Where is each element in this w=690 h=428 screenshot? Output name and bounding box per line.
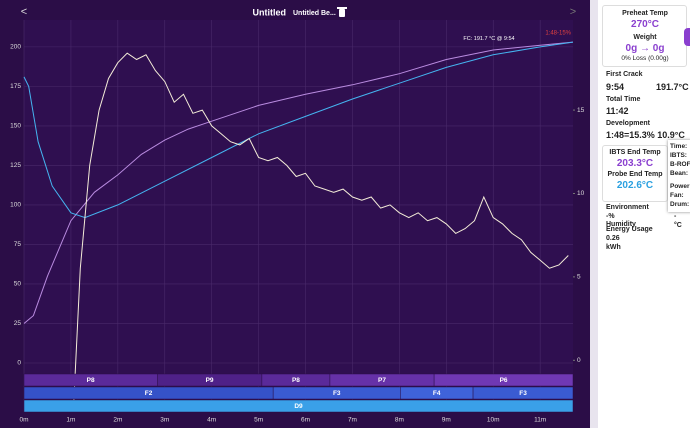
label: Development: [606, 120, 650, 127]
trash-body: [339, 9, 345, 17]
toggle[interactable]: [684, 28, 690, 46]
bean-title[interactable]: Untitled Be...: [293, 10, 336, 17]
plot-area: [24, 20, 573, 412]
y-tick-label: 200: [10, 44, 21, 51]
value: 0% Loss (0.00g): [621, 55, 669, 62]
y2-tick-label: 0: [577, 357, 581, 364]
popup-row: Power: [670, 183, 690, 190]
value: °C: [674, 222, 682, 229]
popup-row: IBTS:: [670, 152, 687, 159]
series-line: [23, 41, 574, 324]
value: 202.6°C: [616, 180, 654, 191]
x-tick-label: 0m: [19, 417, 28, 424]
phase-segment: [23, 399, 574, 413]
end-temp-card: [602, 145, 668, 202]
phase-label: F2: [145, 390, 153, 397]
y-tick-label: 25: [14, 320, 22, 327]
fc-annotation: FC: 191.7 °C @ 9:54: [463, 36, 514, 42]
value: 203.3°C: [616, 158, 654, 169]
y-tick-label: 75: [14, 241, 22, 248]
x-tick-label: 4m: [207, 417, 216, 424]
popup-row: Fan:: [670, 192, 684, 199]
label: Preheat Temp: [622, 10, 668, 17]
y-tick-label: 150: [10, 123, 21, 130]
x-tick-label: 9m: [442, 417, 451, 424]
x-tick-label: 7m: [348, 417, 357, 424]
label: IBTS End Temp: [609, 149, 661, 156]
phase-label: P8: [87, 377, 95, 384]
x-tick-label: 2m: [113, 417, 122, 424]
y2-tick-label: 5: [577, 274, 581, 281]
value: 9:54: [606, 82, 625, 92]
popup-row: Time:: [670, 143, 688, 150]
label: Weight: [633, 34, 657, 41]
x-tick-label: 5m: [254, 417, 263, 424]
phase-segment: [472, 386, 574, 400]
y-tick-label: 125: [10, 162, 21, 169]
delete-icon[interactable]: [337, 7, 347, 17]
y2-tick-label: 15: [577, 107, 585, 114]
popup-row: B-ROF: [670, 161, 690, 168]
development-annotation: 1:48-15%: [545, 31, 571, 37]
y-tick-label: 0: [17, 360, 21, 367]
phase-label: P8: [292, 377, 300, 384]
x-tick-label: 10m: [487, 417, 500, 424]
roast-title[interactable]: Untitled: [253, 7, 287, 17]
label: First Crack: [606, 71, 643, 78]
phase-label: P7: [378, 377, 386, 384]
popup-row: Drum:: [670, 201, 690, 208]
back-button[interactable]: <: [21, 6, 27, 18]
value: -: [674, 213, 677, 220]
value: 0.26: [606, 235, 620, 242]
label: Energy Usage: [606, 226, 653, 233]
y2-tick-label: 10: [577, 190, 585, 197]
value: 11:42: [606, 106, 629, 116]
sidebar: Preheat Temp 270°C Weight 0g → 0g 0% Los…: [598, 0, 690, 428]
y-tick-label: 50: [14, 281, 22, 288]
label: Humidity: [606, 221, 636, 228]
label: Probe End Temp: [607, 171, 663, 178]
series-line: [72, 52, 569, 413]
value: 1:48=15.3% 10.9°C: [606, 130, 685, 140]
phase-label: F4: [433, 390, 441, 397]
phase-label: D9: [294, 403, 303, 410]
y-tick-label: 175: [10, 83, 21, 90]
phase-segment: [433, 373, 574, 387]
value: 0g → 0g: [625, 43, 665, 54]
phase-label: F3: [519, 390, 527, 397]
series-line: [23, 41, 574, 219]
x-tick-label: 3m: [160, 417, 169, 424]
y-tick-label: 100: [10, 202, 21, 209]
chart: < Untitled Untitled Be... > 0m 1m 2m 3m 4m 5m…: [0, 0, 598, 428]
x-tick-label: 1m: [66, 417, 75, 424]
value: 191.7°C: [656, 82, 689, 92]
phase-label: P6: [500, 377, 508, 384]
plot: [23, 20, 573, 412]
value: 270°C: [631, 19, 659, 30]
trash-lid: [337, 7, 347, 9]
hover-popup: Time: IBTS: B-ROF Bean: Power Fan: Drum:: [668, 140, 690, 212]
phase-label: P9: [206, 377, 214, 384]
x-tick-label: 8m: [395, 417, 404, 424]
forward-button[interactable]: >: [570, 6, 576, 18]
value: kWh: [606, 244, 621, 251]
divider: [590, 0, 598, 428]
popup-row: Bean:: [670, 170, 689, 177]
label: Environment: [606, 204, 649, 211]
phase-label: F3: [333, 390, 341, 397]
x-tick-label: 11m: [534, 417, 546, 424]
value: -%: [606, 213, 615, 220]
x-tick-label: 6m: [301, 417, 310, 424]
label: Total Time: [606, 96, 641, 103]
